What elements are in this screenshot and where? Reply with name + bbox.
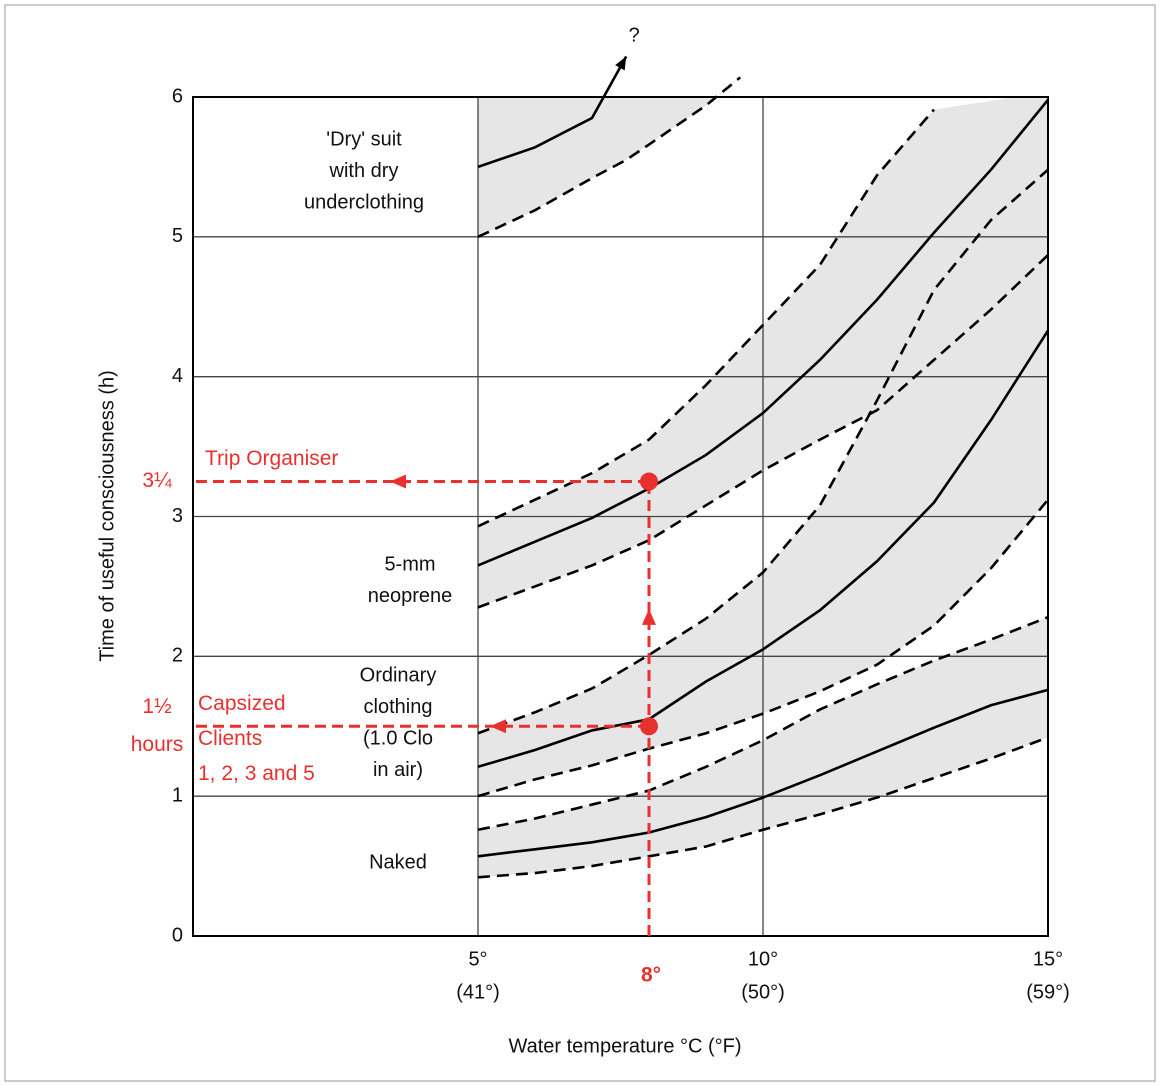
reading-value-label: hours (131, 733, 184, 756)
plot-frame (192, 96, 1049, 937)
dashed-curve (477, 615, 1049, 832)
y-tick-label: 5 (172, 225, 183, 247)
x-tick-sublabel: (59°) (1026, 981, 1070, 1003)
dashed-curve (477, 736, 1049, 879)
page-border (4, 4, 1156, 1082)
dashed-curve (477, 108, 935, 528)
reading-point (640, 717, 658, 736)
y-tick-label: 6 (172, 85, 183, 107)
reading-point (640, 472, 658, 491)
dashed-curve (477, 76, 742, 239)
dashed-curve (477, 168, 1049, 735)
arrow-head (615, 56, 627, 71)
y-tick-label: 4 (172, 365, 183, 387)
point-x-label: 8° (641, 964, 661, 987)
reading-text: Trip Organiser (205, 447, 338, 470)
region-label: 5-mm (384, 553, 435, 575)
reading-text: Capsized (198, 692, 286, 715)
solid-curve (477, 329, 1050, 769)
band-fill (478, 97, 717, 237)
dashed-curve (477, 254, 1049, 609)
x-tick-label: 10° (748, 948, 778, 970)
arrow-label: ? (629, 25, 640, 47)
region-label: 'Dry' suit (326, 128, 402, 150)
x-tick-label: 15° (1033, 948, 1063, 970)
reading-value-label: 3¼ (142, 469, 172, 492)
solid-curve (477, 98, 1050, 567)
y-tick-label: 0 (172, 924, 183, 946)
region-label: clothing (364, 696, 433, 718)
solid-curve (477, 55, 628, 169)
x-tick-sublabel: (50°) (741, 981, 785, 1003)
guide-arrow (490, 719, 506, 734)
y-axis-title: Time of useful consciousness (h) (96, 370, 118, 662)
band-fill (478, 169, 1048, 797)
region-label: Naked (369, 851, 427, 873)
region-label: with dry (329, 160, 399, 182)
region-label: underclothing (304, 191, 424, 213)
x-tick-sublabel: (41°) (456, 981, 500, 1003)
region-label: in air) (373, 759, 423, 781)
dashed-curve (477, 498, 1049, 798)
y-tick-label: 3 (172, 505, 183, 527)
reading-text: Clients (198, 727, 262, 750)
reading-value-label: 1½ (142, 695, 171, 718)
y-tick-label: 1 (172, 784, 183, 806)
region-label: neoprene (368, 585, 453, 607)
x-tick-label: 5° (468, 948, 487, 970)
region-label: Ordinary (360, 664, 437, 686)
reading-text: 1, 2, 3 and 5 (198, 762, 315, 785)
y-tick-label: 2 (172, 645, 183, 667)
solid-curve (477, 688, 1049, 858)
guide-arrow (390, 474, 406, 489)
x-axis-title: Water temperature °C (°F) (508, 1035, 741, 1057)
region-label: (1.0 Clo (363, 727, 433, 749)
guide-arrow (642, 608, 656, 625)
